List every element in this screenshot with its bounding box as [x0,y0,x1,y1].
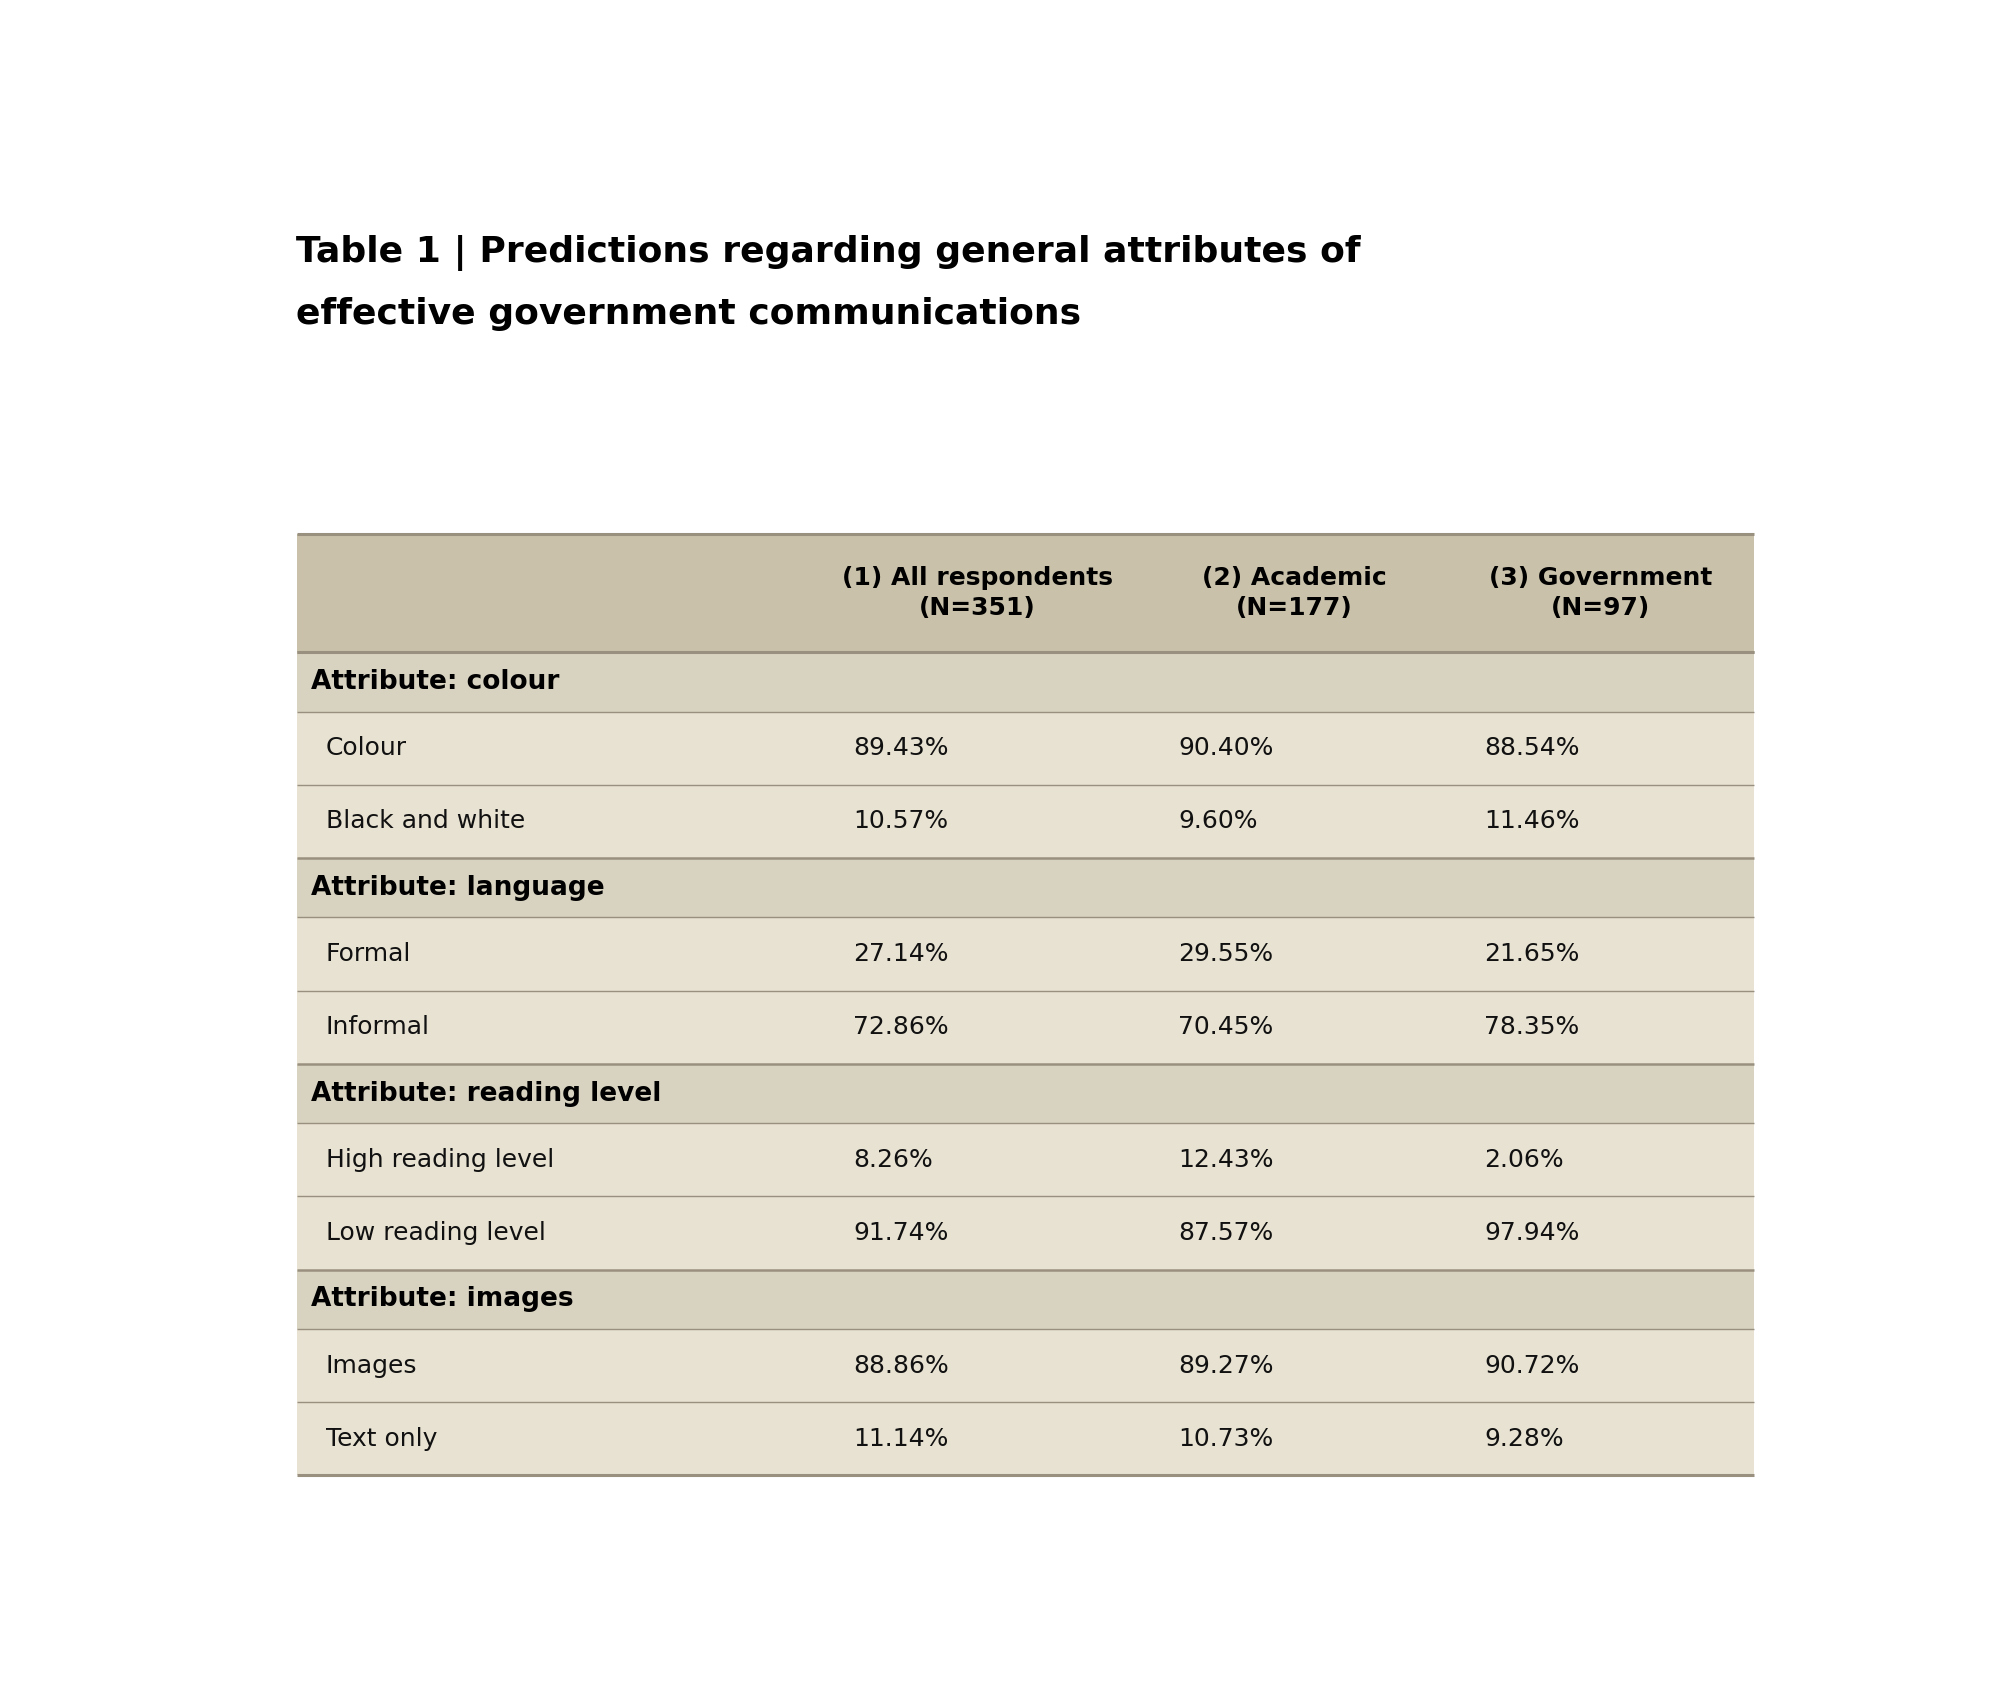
Bar [296,1270,1754,1329]
Text: 88.54%: 88.54% [1484,736,1580,761]
Bar [296,1124,1754,1196]
Text: 8.26%: 8.26% [854,1147,932,1172]
Bar [296,990,1754,1064]
Text: 29.55%: 29.55% [1178,941,1274,967]
Text: 91.74%: 91.74% [854,1221,948,1245]
Text: 70.45%: 70.45% [1178,1016,1274,1039]
Text: 72.86%: 72.86% [854,1016,948,1039]
Text: Attribute: reading level: Attribute: reading level [312,1080,662,1107]
Bar [296,784,1754,859]
Text: 89.43%: 89.43% [854,736,948,761]
Bar [296,859,1754,918]
Text: Images: Images [326,1353,418,1378]
Text: 89.27%: 89.27% [1178,1353,1274,1378]
Text: Low reading level: Low reading level [326,1221,546,1245]
Text: Attribute: colour: Attribute: colour [312,670,560,695]
Text: 9.28%: 9.28% [1484,1427,1564,1451]
Text: Colour: Colour [326,736,406,761]
Text: 11.14%: 11.14% [854,1427,948,1451]
Text: 10.73%: 10.73% [1178,1427,1274,1451]
Bar [296,533,1754,653]
Text: 88.86%: 88.86% [854,1353,948,1378]
Text: effective government communications: effective government communications [296,297,1082,331]
Text: 97.94%: 97.94% [1484,1221,1580,1245]
Text: 11.46%: 11.46% [1484,810,1580,833]
Bar [296,1402,1754,1476]
Bar [296,918,1754,990]
Text: 2.06%: 2.06% [1484,1147,1564,1172]
Text: 12.43%: 12.43% [1178,1147,1274,1172]
Text: Attribute: language: Attribute: language [312,876,604,901]
Text: 21.65%: 21.65% [1484,941,1580,967]
Text: (1) All respondents
(N=351): (1) All respondents (N=351) [842,565,1114,621]
Text: (2) Academic
(N=177): (2) Academic (N=177) [1202,565,1386,621]
Bar [296,1064,1754,1124]
Text: 78.35%: 78.35% [1484,1016,1580,1039]
Text: 87.57%: 87.57% [1178,1221,1274,1245]
Text: 27.14%: 27.14% [854,941,948,967]
Bar [296,1196,1754,1270]
Text: Attribute: images: Attribute: images [312,1285,574,1312]
Text: (3) Government
(N=97): (3) Government (N=97) [1488,565,1712,621]
Text: 90.40%: 90.40% [1178,736,1274,761]
Text: High reading level: High reading level [326,1147,554,1172]
Bar [296,1329,1754,1402]
Text: Formal: Formal [326,941,412,967]
Text: Table 1 | Predictions regarding general attributes of: Table 1 | Predictions regarding general … [296,234,1362,272]
Bar [296,712,1754,784]
Text: 10.57%: 10.57% [854,810,948,833]
Text: 9.60%: 9.60% [1178,810,1258,833]
Bar [296,653,1754,712]
Text: 90.72%: 90.72% [1484,1353,1580,1378]
Text: Black and white: Black and white [326,810,524,833]
Text: Text only: Text only [326,1427,438,1451]
Text: Informal: Informal [326,1016,430,1039]
